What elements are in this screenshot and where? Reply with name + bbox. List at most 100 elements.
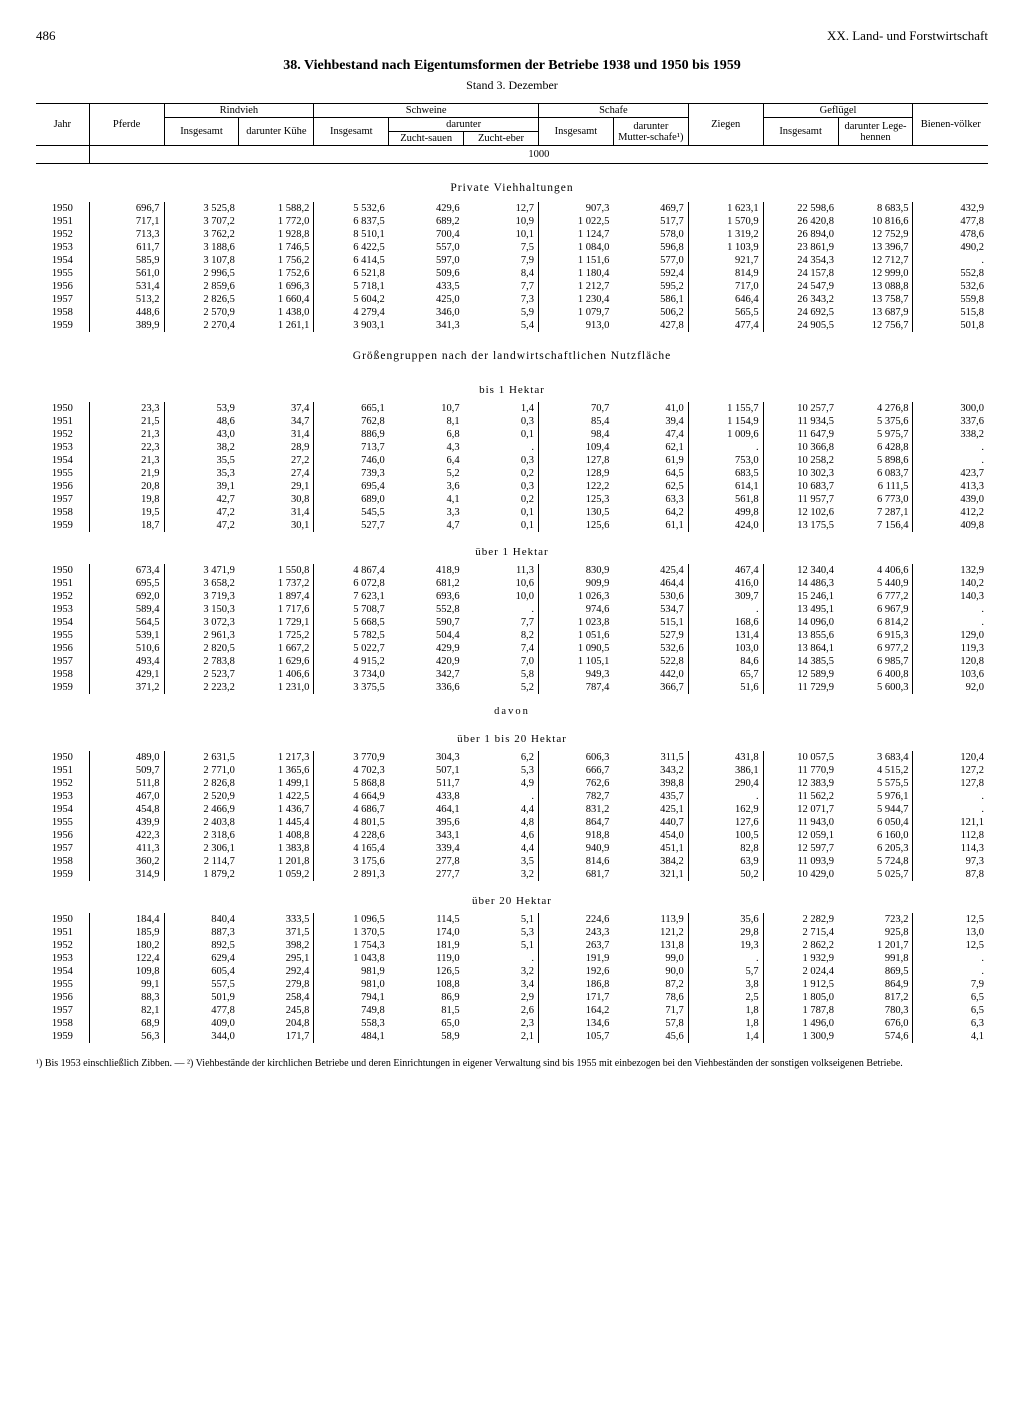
cell: 1 422,5 (239, 790, 314, 803)
cell: . (464, 603, 539, 616)
cell: 506,2 (613, 306, 688, 319)
cell: 19,5 (89, 506, 164, 519)
cell: 1 155,7 (688, 402, 763, 415)
cell: 0,3 (464, 480, 539, 493)
cell: 4,1 (913, 1030, 988, 1043)
cell: 4 686,7 (314, 803, 389, 816)
cell: 864,9 (838, 978, 913, 991)
cell: 13 396,7 (838, 241, 913, 254)
cell: 11 729,9 (763, 681, 838, 694)
cell: 2 403,8 (164, 816, 239, 829)
section-title: Größengruppen nach der landwirtschaftlic… (36, 332, 988, 370)
cell: 513,2 (89, 293, 164, 306)
cell: 782,7 (538, 790, 613, 803)
table-row: 195023,353,937,4665,110,71,470,741,01 15… (36, 402, 988, 415)
cell: 11 934,5 (763, 415, 838, 428)
cell: 3 658,2 (164, 577, 239, 590)
cell: 24 157,8 (763, 267, 838, 280)
cell: 1 079,7 (538, 306, 613, 319)
cell: 522,8 (613, 655, 688, 668)
cell: 1 105,1 (538, 655, 613, 668)
cell: 4 915,2 (314, 655, 389, 668)
cell: . (913, 454, 988, 467)
cell: 1 180,4 (538, 267, 613, 280)
cell: 557,0 (389, 241, 464, 254)
cell: 5,7 (688, 965, 763, 978)
cell: 22 598,6 (763, 202, 838, 215)
cell: 558,3 (314, 1017, 389, 1030)
cell: 1959 (36, 1030, 89, 1043)
table-body: Private Viehhaltungen1950696,73 525,81 5… (36, 164, 988, 1044)
table-row: 1953122,4629,4295,11 043,8119,0.191,999,… (36, 952, 988, 965)
cell: 0,1 (464, 519, 539, 532)
cell: 1,8 (688, 1004, 763, 1017)
cell: 1 230,4 (538, 293, 613, 306)
cell: 341,3 (389, 319, 464, 332)
cell: . (913, 616, 988, 629)
cell: 3 471,9 (164, 564, 239, 577)
cell: 366,7 (613, 681, 688, 694)
cell: 71,7 (613, 1004, 688, 1017)
cell: 1955 (36, 467, 89, 480)
cell: 1959 (36, 681, 89, 694)
cell: 1 550,8 (239, 564, 314, 577)
cell: 7,7 (464, 616, 539, 629)
cell: 1 445,4 (239, 816, 314, 829)
table-row: 1954585,93 107,81 756,26 414,5597,07,91 … (36, 254, 988, 267)
cell: 493,4 (89, 655, 164, 668)
cell: 578,0 (613, 228, 688, 241)
cell: 56,3 (89, 1030, 164, 1043)
cell: 12 756,7 (838, 319, 913, 332)
cell: 5 868,8 (314, 777, 389, 790)
cell: 1951 (36, 215, 89, 228)
cell: 2 631,5 (164, 751, 239, 764)
cell: 1 090,5 (538, 642, 613, 655)
cell: 1 406,6 (239, 668, 314, 681)
cell: 338,2 (913, 428, 988, 441)
cell: 4,7 (389, 519, 464, 532)
cell: 2,5 (688, 991, 763, 1004)
cell: 409,8 (913, 519, 988, 532)
cell: 439,9 (89, 816, 164, 829)
cell: 762,6 (538, 777, 613, 790)
table-row: 1951717,13 707,21 772,06 837,5689,210,91… (36, 215, 988, 228)
cell: 13 758,7 (838, 293, 913, 306)
cell: 82,1 (89, 1004, 164, 1017)
col-ziegen: Ziegen (688, 104, 763, 146)
cell: 70,7 (538, 402, 613, 415)
cell: 6 414,5 (314, 254, 389, 267)
col-bienen: Bienen-völker (913, 104, 988, 146)
cell: 753,0 (688, 454, 763, 467)
cell: 3 683,4 (838, 751, 913, 764)
cell: 8,2 (464, 629, 539, 642)
cell: 5 782,5 (314, 629, 389, 642)
cell: 5,3 (464, 926, 539, 939)
cell: 511,8 (89, 777, 164, 790)
cell: 918,8 (538, 829, 613, 842)
cell: 673,4 (89, 564, 164, 577)
cell: 81,5 (389, 1004, 464, 1017)
cell: 589,4 (89, 603, 164, 616)
cell: 174,0 (389, 926, 464, 939)
cell: . (913, 790, 988, 803)
cell: 12 589,9 (763, 668, 838, 681)
page-number: 486 (36, 28, 56, 44)
table-subtitle: Stand 3. Dezember (36, 78, 988, 93)
cell: 515,1 (613, 616, 688, 629)
cell: 489,0 (89, 751, 164, 764)
cell: 6 777,2 (838, 590, 913, 603)
cell: 2 282,9 (763, 913, 838, 926)
cell: 949,3 (538, 668, 613, 681)
cell: 105,7 (538, 1030, 613, 1043)
cell: 695,5 (89, 577, 164, 590)
cell: 184,4 (89, 913, 164, 926)
cell: 683,5 (688, 467, 763, 480)
cell: 1 752,6 (239, 267, 314, 280)
cell: 311,5 (613, 751, 688, 764)
cell: 2 771,0 (164, 764, 239, 777)
cell: 10 683,7 (763, 480, 838, 493)
cell: 7,0 (464, 655, 539, 668)
cell: 38,2 (164, 441, 239, 454)
cell: 7,4 (464, 642, 539, 655)
cell: 39,4 (613, 415, 688, 428)
